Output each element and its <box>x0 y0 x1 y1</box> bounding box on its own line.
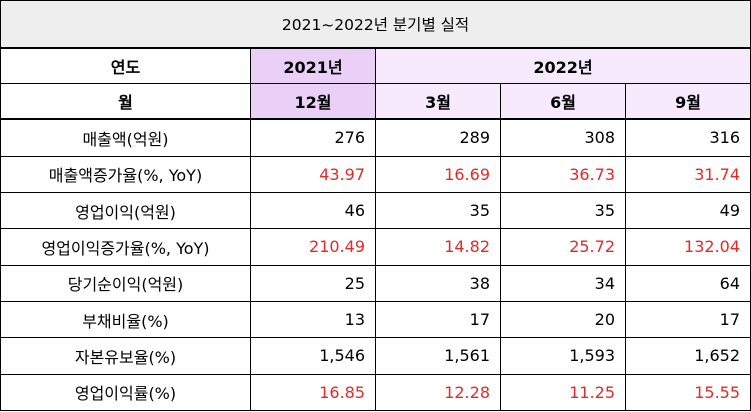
cell-value: 64 <box>624 264 751 302</box>
cell-value: 35 <box>375 191 501 230</box>
year-header-row: 연도 2021년 2022년 <box>0 47 751 85</box>
month-header-row: 월 12월 3월 6월 9월 <box>0 83 751 121</box>
row-label: 매출액(억원) <box>0 118 251 157</box>
row-label: 영업이익률(%) <box>0 373 251 412</box>
cell-value: 1,652 <box>624 337 751 375</box>
cell-value: 46 <box>250 191 376 230</box>
table-row: 영업이익(억원) 46 35 35 49 <box>0 191 751 230</box>
cell-value: 31.74 <box>624 155 751 193</box>
cell-value: 12.28 <box>375 373 501 412</box>
cell-value: 210.49 <box>250 228 376 266</box>
table-row: 부채비율(%) 13 17 20 17 <box>0 300 751 339</box>
table-row: 자본유보율(%) 1,546 1,561 1,593 1,652 <box>0 337 751 375</box>
table-row: 영업이익률(%) 16.85 12.28 11.25 15.55 <box>0 373 751 412</box>
row-label: 영업이익증가율(%, YoY) <box>0 228 251 266</box>
cell-value: 36.73 <box>500 155 626 193</box>
cell-value: 1,546 <box>250 337 376 375</box>
cell-value: 16.69 <box>375 155 501 193</box>
cell-value: 20 <box>500 300 626 339</box>
month-header-sep-2022: 9월 <box>624 83 751 121</box>
cell-value: 276 <box>250 118 376 157</box>
row-label: 부채비율(%) <box>0 300 251 339</box>
cell-value: 14.82 <box>375 228 501 266</box>
cell-value: 25 <box>250 264 376 302</box>
cell-value: 16.85 <box>250 373 376 412</box>
year-2022-header: 2022년 <box>374 47 751 85</box>
cell-value: 132.04 <box>624 228 751 266</box>
table-row: 영업이익증가율(%, YoY) 210.49 14.82 25.72 132.0… <box>0 228 751 266</box>
cell-value: 1,593 <box>500 337 626 375</box>
cell-value: 35 <box>500 191 626 230</box>
cell-value: 308 <box>500 118 626 157</box>
cell-value: 17 <box>375 300 501 339</box>
cell-value: 17 <box>624 300 751 339</box>
cell-value: 11.25 <box>500 373 626 412</box>
cell-value: 34 <box>500 264 626 302</box>
cell-value: 25.72 <box>500 228 626 266</box>
table-row: 매출액(억원) 276 289 308 316 <box>0 118 751 157</box>
title-row: 2021~2022년 분기별 실적 <box>0 0 751 49</box>
cell-value: 1,561 <box>375 337 501 375</box>
row-label: 자본유보율(%) <box>0 337 251 375</box>
cell-value: 289 <box>375 118 501 157</box>
table-title: 2021~2022년 분기별 실적 <box>0 0 751 49</box>
year-2021-header: 2021년 <box>250 47 376 85</box>
cell-value: 15.55 <box>624 373 751 412</box>
month-header-jun-2022: 6월 <box>500 83 626 121</box>
month-header-dec-2021: 12월 <box>250 83 376 121</box>
table-row: 당기순이익(억원) 25 38 34 64 <box>0 264 751 302</box>
year-row-label: 연도 <box>0 47 251 85</box>
table-row: 매출액증가율(%, YoY) 43.97 16.69 36.73 31.74 <box>0 155 751 193</box>
cell-value: 13 <box>250 300 376 339</box>
cell-value: 38 <box>375 264 501 302</box>
cell-value: 43.97 <box>250 155 376 193</box>
cell-value: 49 <box>624 191 751 230</box>
month-row-label: 월 <box>0 83 251 121</box>
row-label: 당기순이익(억원) <box>0 264 251 302</box>
cell-value: 316 <box>624 118 751 157</box>
month-header-mar-2022: 3월 <box>375 83 501 121</box>
row-label: 영업이익(억원) <box>0 191 251 230</box>
row-label: 매출액증가율(%, YoY) <box>0 155 251 193</box>
